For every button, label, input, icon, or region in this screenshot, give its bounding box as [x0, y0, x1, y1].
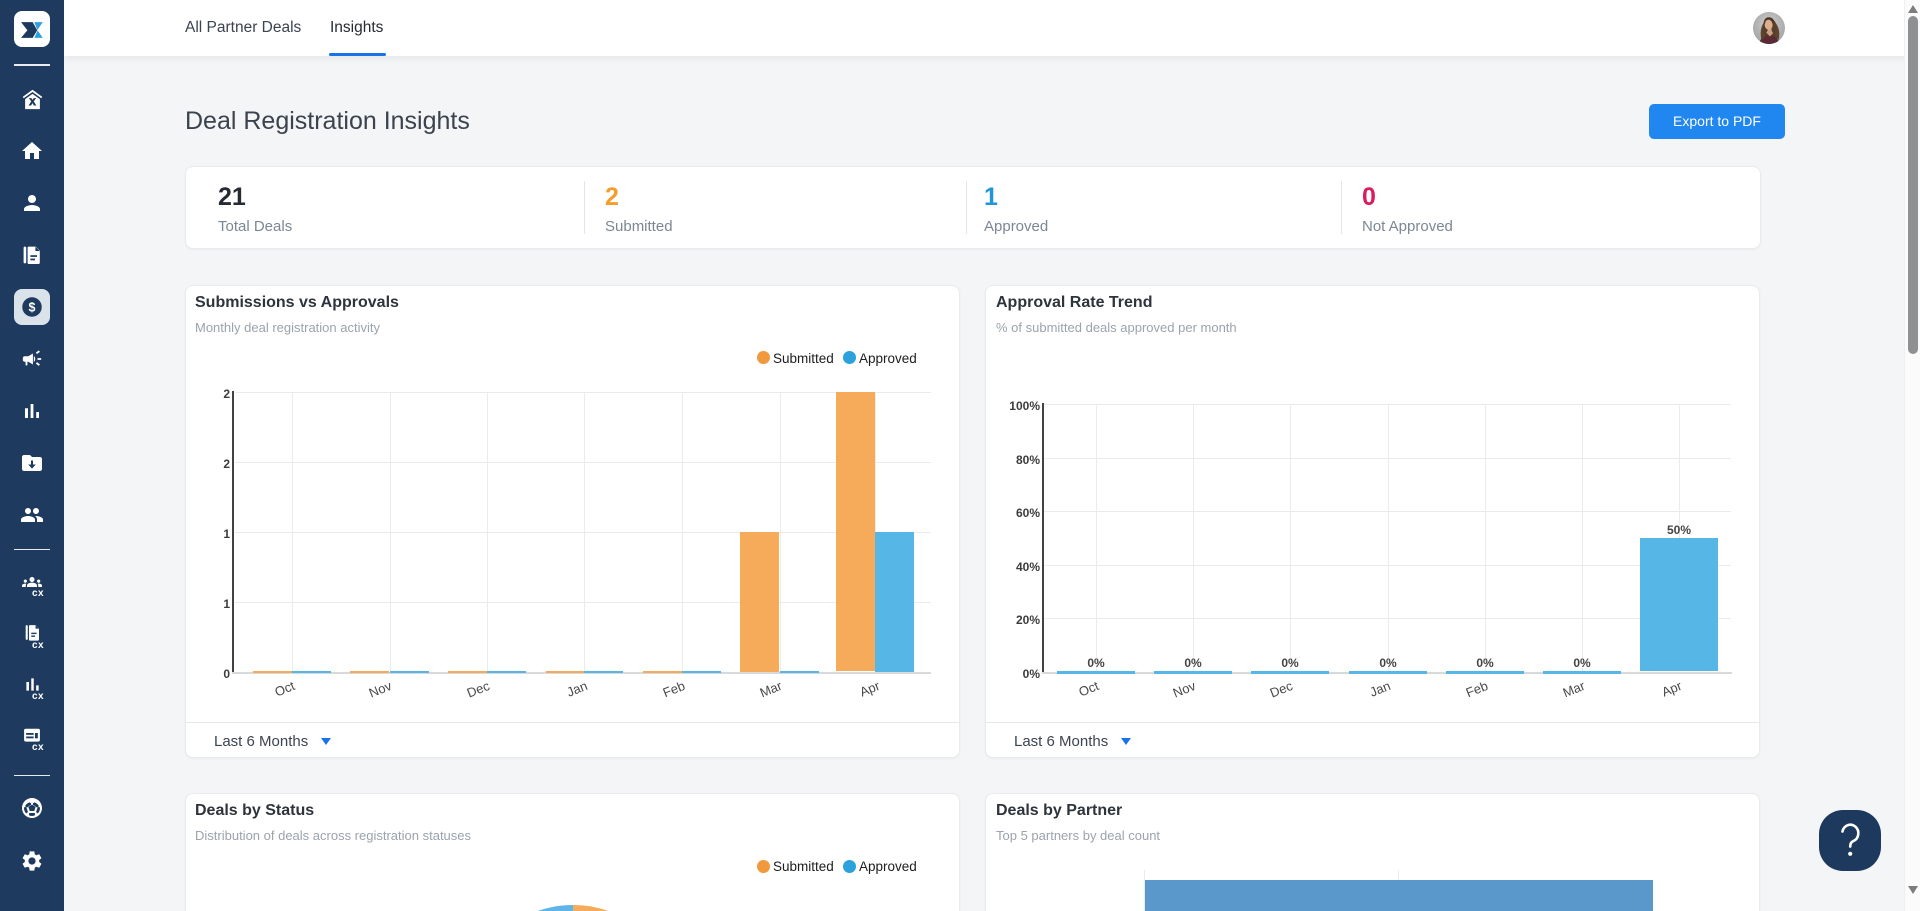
svg-text:$: $	[29, 300, 36, 314]
